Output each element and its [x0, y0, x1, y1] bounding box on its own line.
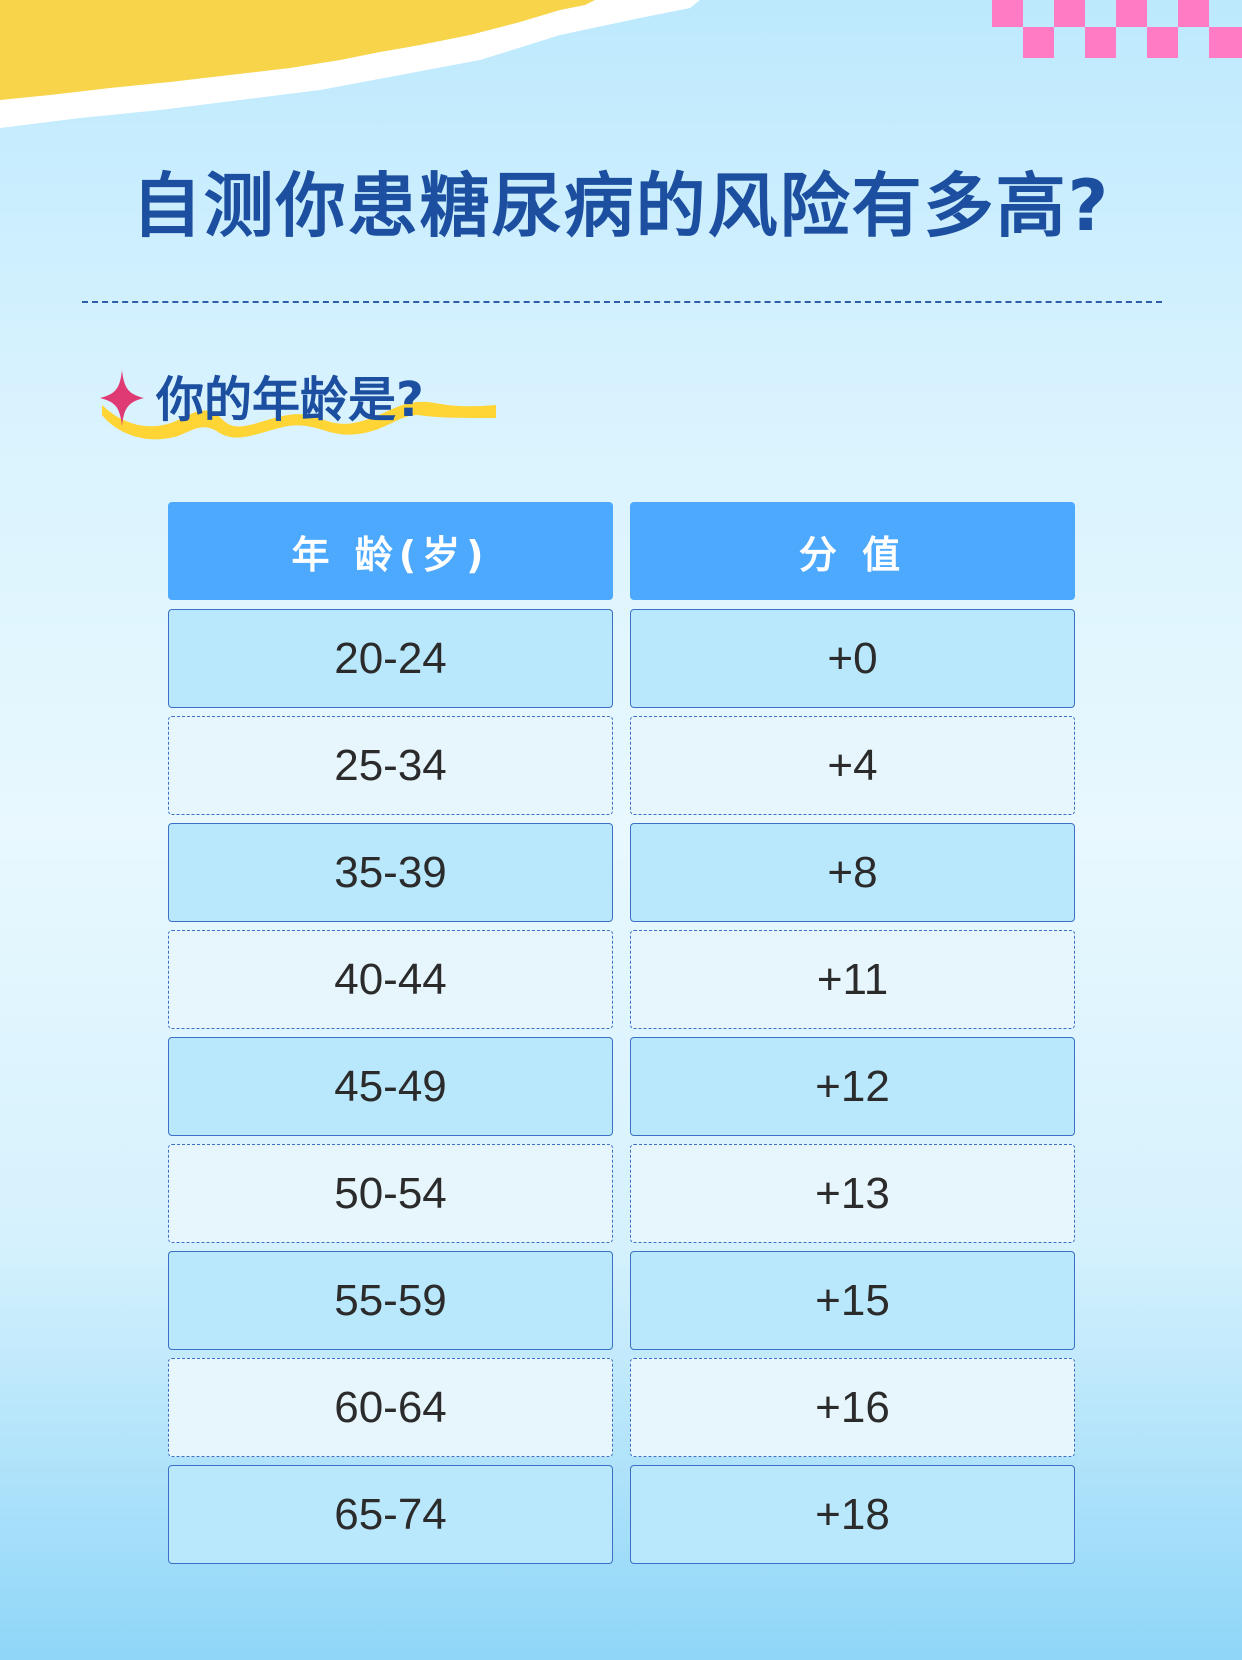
table-row: 55-59 +15 [168, 1251, 1075, 1350]
table-row: 40-44 +11 [168, 930, 1075, 1029]
table-row: 25-34 +4 [168, 716, 1075, 815]
torn-paper-decoration [0, 0, 700, 128]
table-row: 60-64 +16 [168, 1358, 1075, 1457]
score-cell: +13 [630, 1144, 1075, 1243]
table-row: 35-39 +8 [168, 823, 1075, 922]
age-cell: 50-54 [168, 1144, 613, 1243]
age-cell: 55-59 [168, 1251, 613, 1350]
age-cell: 35-39 [168, 823, 613, 922]
sparkle-icon [100, 370, 144, 426]
score-cell: +4 [630, 716, 1075, 815]
age-cell: 60-64 [168, 1358, 613, 1457]
dashed-divider [82, 301, 1162, 303]
score-cell: +0 [630, 609, 1075, 708]
table-row: 20-24 +0 [168, 609, 1075, 708]
score-cell: +18 [630, 1465, 1075, 1564]
score-cell: +16 [630, 1358, 1075, 1457]
score-cell: +8 [630, 823, 1075, 922]
age-cell: 20-24 [168, 609, 613, 708]
page-title: 自测你患糖尿病的风险有多高? [131, 165, 1111, 247]
age-cell: 25-34 [168, 716, 613, 815]
table-row: 50-54 +13 [168, 1144, 1075, 1243]
table-row: 65-74 +18 [168, 1465, 1075, 1564]
table-row: 45-49 +12 [168, 1037, 1075, 1136]
table-header: 年 龄(岁) 分 值 [168, 502, 1075, 600]
score-cell: +12 [630, 1037, 1075, 1136]
checker-decoration [992, 0, 1242, 58]
yellow-underline-scribble [102, 401, 496, 440]
section-title: 你的年龄是? [156, 372, 424, 428]
header-score: 分 值 [630, 502, 1075, 600]
age-cell: 65-74 [168, 1465, 613, 1564]
score-cell: +15 [630, 1251, 1075, 1350]
header-age: 年 龄(岁) [168, 502, 613, 600]
age-cell: 45-49 [168, 1037, 613, 1136]
score-cell: +11 [630, 930, 1075, 1029]
age-score-table: 年 龄(岁) 分 值 20-24 +0 25-34 +4 35-39 +8 40-44 +11… [168, 502, 1075, 1572]
age-cell: 40-44 [168, 930, 613, 1029]
